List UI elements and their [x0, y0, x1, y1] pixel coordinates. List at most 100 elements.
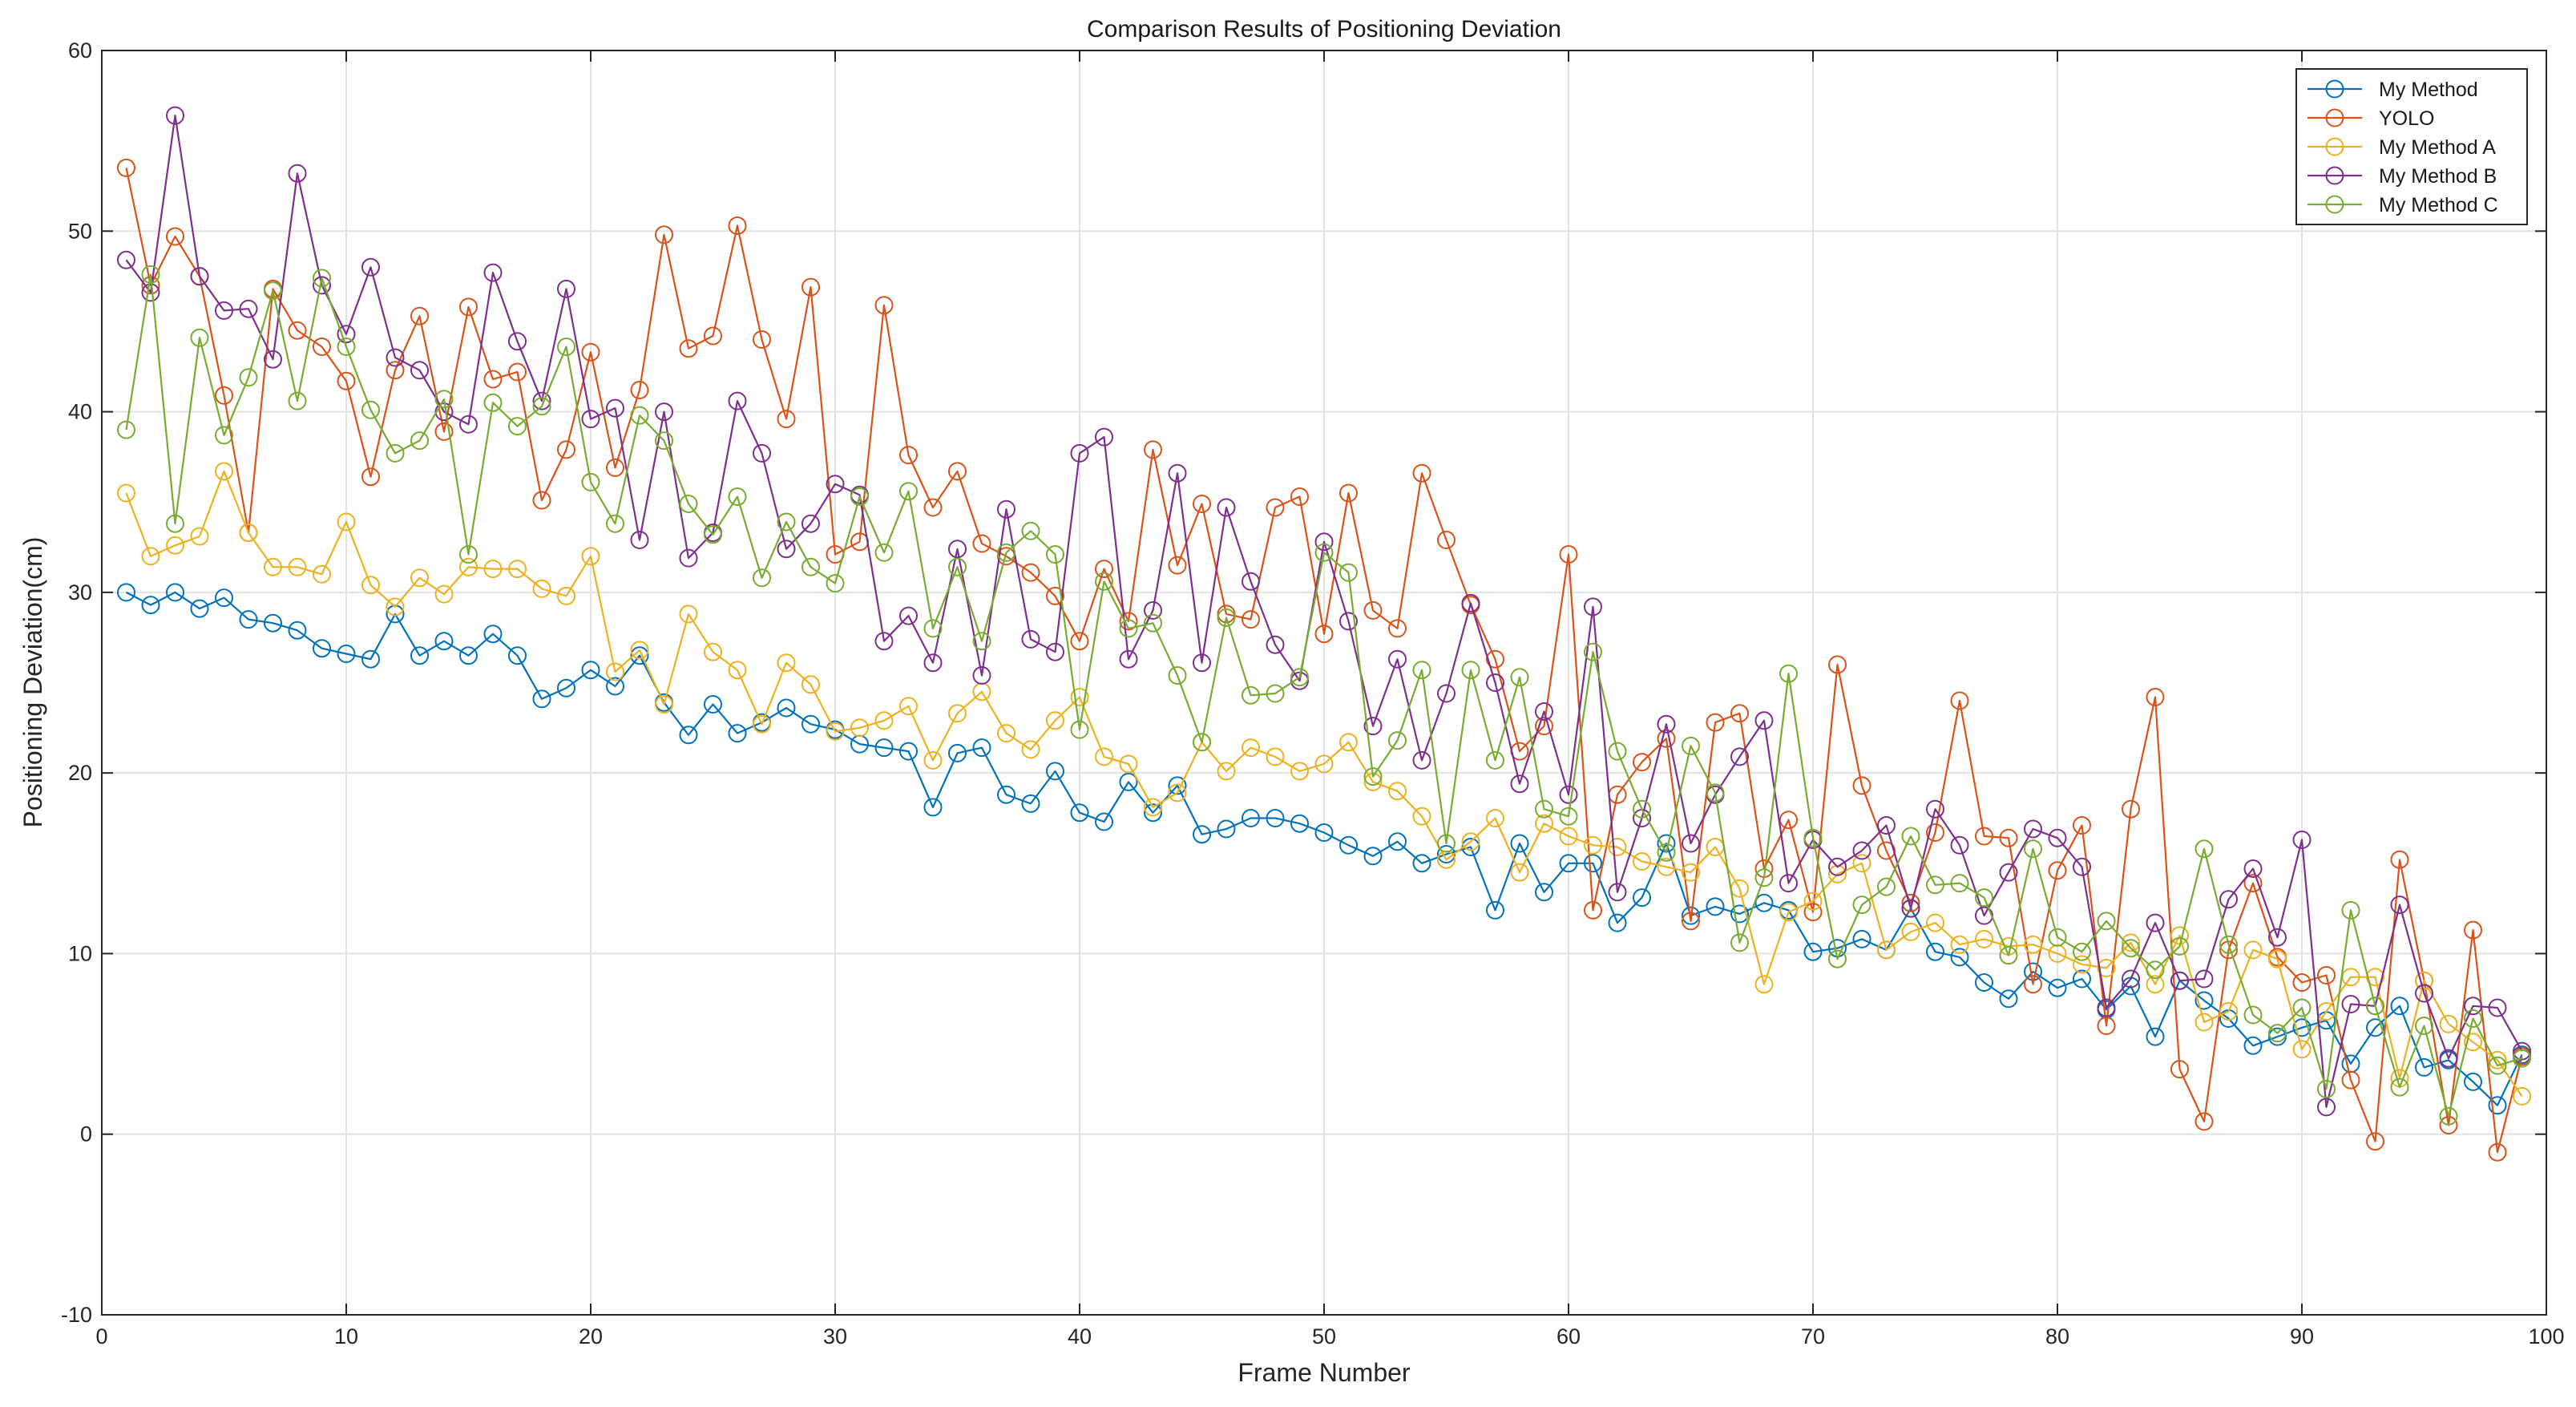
data-point	[410, 306, 429, 325]
data-point	[2097, 998, 2116, 1017]
data-point	[483, 625, 503, 644]
data-point	[386, 443, 405, 463]
data-point	[1803, 892, 1823, 911]
data-point	[2513, 1086, 2531, 1106]
data-point	[1144, 600, 1162, 620]
data-point	[2390, 1077, 2409, 1097]
data-point	[2268, 928, 2287, 947]
data-point	[337, 371, 356, 390]
data-point	[557, 678, 575, 697]
data-point	[1339, 563, 1358, 582]
data-point	[2292, 1018, 2312, 1037]
data-point	[826, 722, 845, 741]
data-point	[1095, 427, 1113, 447]
data-point	[2146, 975, 2165, 994]
data-point	[1339, 612, 1358, 631]
data-point	[2219, 1002, 2238, 1021]
data-point	[777, 540, 796, 559]
data-point	[1388, 619, 1407, 638]
data-point	[1926, 875, 1944, 895]
legend: My Method YOLO My Method A My Method B My Me…	[2295, 68, 2528, 225]
data-point	[2097, 912, 2116, 931]
data-point	[606, 514, 624, 533]
data-point	[2194, 991, 2214, 1010]
data-point	[1828, 655, 1847, 674]
data-point	[899, 742, 918, 761]
data-point	[2415, 971, 2433, 990]
data-point	[508, 417, 527, 436]
data-point	[874, 543, 894, 562]
data-point	[1437, 684, 1456, 703]
data-point	[1852, 854, 1871, 873]
data-point	[361, 257, 380, 277]
data-point	[997, 785, 1015, 804]
data-point	[239, 610, 258, 629]
data-point	[899, 482, 918, 501]
data-point	[239, 368, 258, 387]
data-point	[1046, 586, 1064, 605]
data-point	[1119, 619, 1138, 638]
data-point	[361, 467, 380, 487]
data-point	[288, 164, 307, 183]
data-point	[2439, 1049, 2458, 1068]
data-point	[1584, 835, 1602, 855]
data-point	[2439, 1014, 2458, 1033]
data-point	[679, 339, 698, 358]
data-point	[753, 714, 771, 734]
data-point	[288, 621, 307, 640]
legend-swatch-marker	[2325, 195, 2344, 214]
data-point	[2415, 984, 2433, 1003]
data-point	[1095, 560, 1113, 579]
data-point	[1339, 835, 1358, 855]
data-point	[1559, 785, 1578, 804]
data-point	[1388, 649, 1407, 669]
data-point	[1803, 828, 1823, 847]
data-point	[1706, 783, 1725, 803]
data-point	[1095, 572, 1113, 591]
y-tick-label: 60	[68, 38, 92, 63]
data-point	[1926, 913, 1944, 932]
data-point	[2464, 1009, 2482, 1028]
data-point	[1730, 704, 1749, 723]
data-point	[166, 583, 184, 602]
data-point	[1999, 946, 2018, 965]
data-point	[2390, 850, 2409, 869]
data-point	[972, 632, 991, 651]
data-point	[606, 458, 624, 477]
x-tick-label: 60	[1557, 1324, 1581, 1348]
data-point	[1510, 774, 1529, 794]
y-tick-label: 40	[68, 400, 92, 424]
x-tick-label: 50	[1312, 1324, 1336, 1348]
data-point	[1070, 443, 1089, 463]
data-point	[459, 646, 478, 665]
data-point	[1559, 827, 1578, 846]
data-point	[801, 714, 820, 734]
data-point	[1461, 661, 1480, 680]
data-point	[1559, 807, 1578, 826]
data-point	[2243, 859, 2263, 878]
data-point	[2390, 896, 2409, 915]
data-point	[2415, 1057, 2433, 1077]
data-point	[1975, 827, 1993, 846]
data-point	[777, 512, 796, 532]
legend-label: My Method B	[2379, 165, 2497, 188]
data-point	[2097, 1017, 2116, 1035]
data-point	[2073, 857, 2091, 876]
data-point	[2366, 1018, 2384, 1037]
data-point	[606, 677, 624, 696]
y-axis-label: Positioning Deviation(cm)	[18, 537, 47, 828]
data-point	[2194, 839, 2214, 859]
data-point	[1657, 843, 1676, 862]
data-point	[117, 158, 135, 177]
data-point	[1486, 900, 1504, 920]
data-point	[2390, 997, 2409, 1016]
data-point	[2048, 928, 2067, 947]
data-point	[777, 410, 796, 429]
data-point	[1363, 847, 1383, 866]
data-point	[1754, 711, 1774, 730]
data-point	[1266, 684, 1285, 703]
data-point	[532, 391, 551, 410]
y-tick-label: 30	[68, 580, 92, 604]
data-point	[166, 536, 184, 555]
data-point	[410, 646, 429, 665]
